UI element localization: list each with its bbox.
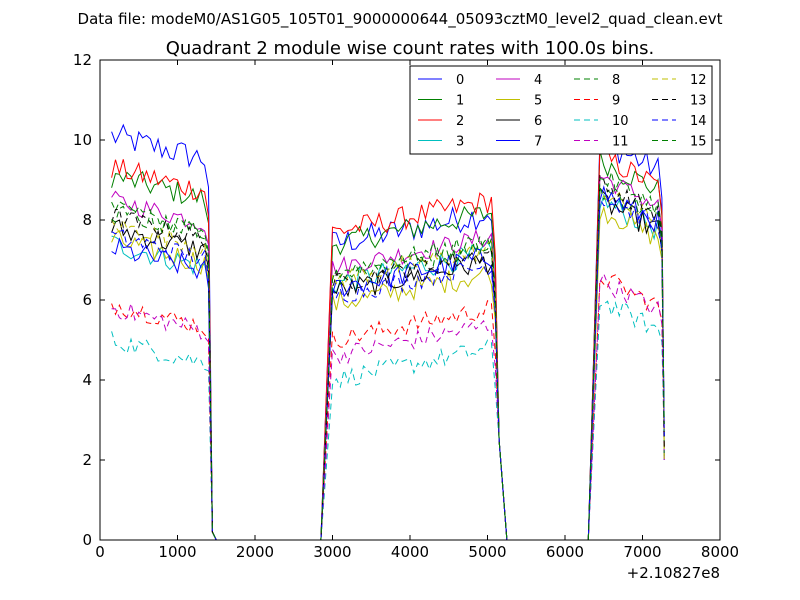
- series-line-13: [111, 174, 665, 541]
- y-tick-label: 10: [73, 131, 92, 149]
- legend-label: 9: [612, 94, 620, 109]
- series-line-15: [111, 171, 665, 541]
- series-line-11: [111, 272, 665, 541]
- y-tick-label: 8: [82, 211, 92, 229]
- axis-ticks: 0 1000 2000 3000 4000 5000 6000 7000 80000246810…: [73, 51, 739, 561]
- y-tick-label: 2: [82, 451, 92, 469]
- x-tick-label: 6000: [546, 543, 584, 561]
- series-line-2: [111, 147, 665, 541]
- plot-area: [111, 123, 665, 541]
- chart-suptitle: Data file: modeM0/AS1G05_105T01_90000006…: [78, 10, 723, 29]
- x-tick-label: 7000: [623, 543, 661, 561]
- legend-label: 2: [456, 114, 464, 129]
- legend-label: 4: [534, 73, 542, 88]
- y-tick-label: 4: [82, 371, 92, 389]
- series-line-4: [111, 176, 665, 541]
- legend-label: 14: [690, 114, 707, 129]
- legend-label: 11: [612, 135, 629, 150]
- series-line-1: [111, 150, 665, 541]
- y-tick-label: 6: [82, 291, 92, 309]
- legend-label: 8: [612, 73, 620, 88]
- series-line-5: [111, 205, 665, 541]
- legend-label: 13: [690, 94, 707, 109]
- legend-label: 15: [690, 135, 707, 150]
- legend-label: 1: [456, 94, 464, 109]
- legend-label: 5: [534, 94, 542, 109]
- series-line-10: [111, 300, 665, 541]
- legend-label: 12: [690, 73, 707, 88]
- x-tick-label: 0: [95, 543, 105, 561]
- y-tick-label: 12: [73, 51, 92, 69]
- series-line-7: [111, 185, 665, 541]
- legend-label: 7: [534, 135, 542, 150]
- series-line-12: [111, 191, 665, 541]
- x-tick-label: 5000: [468, 543, 506, 561]
- x-tick-label: 1000: [158, 543, 196, 561]
- x-tick-label: 4000: [391, 543, 429, 561]
- legend-label: 6: [534, 114, 542, 129]
- legend-label: 3: [456, 135, 464, 150]
- legend-label: 0: [456, 73, 464, 88]
- x-tick-label: 3000: [313, 543, 351, 561]
- series-line-6: [111, 186, 665, 541]
- series-line-0: [111, 123, 665, 541]
- chart-title: Quadrant 2 module wise count rates with …: [166, 38, 655, 59]
- y-tick-label: 0: [82, 531, 92, 549]
- legend-box: [409, 65, 713, 155]
- series-line-9: [111, 274, 665, 541]
- x-tick-label: 2000: [236, 543, 274, 561]
- legend-label: 10: [612, 114, 629, 129]
- x-offset-label: +2.10827e8: [627, 564, 720, 582]
- x-tick-label: 8000: [701, 543, 739, 561]
- series-line-8: [111, 186, 665, 541]
